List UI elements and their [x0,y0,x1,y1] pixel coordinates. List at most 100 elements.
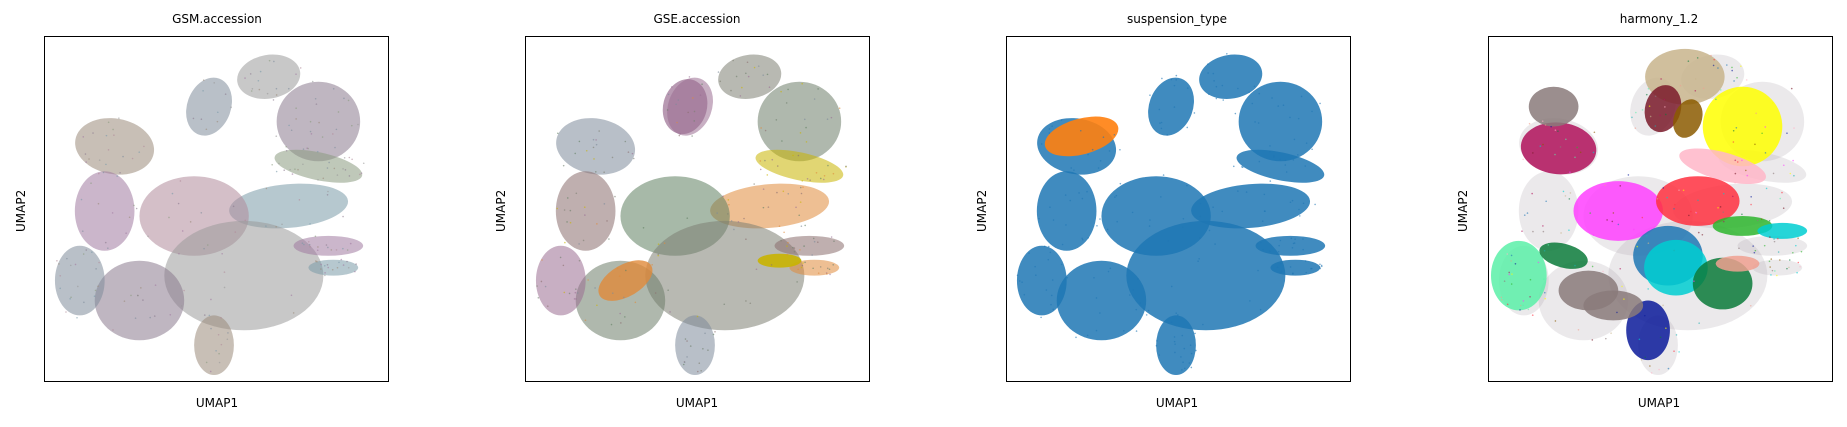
data-point [686,340,688,342]
data-point [317,246,319,248]
data-point [1155,345,1158,347]
data-point [1722,220,1725,223]
data-point [1520,304,1522,307]
data-point [1137,278,1139,280]
data-point [216,111,219,114]
cluster-point-cloud [1236,149,1325,183]
data-point [316,249,319,252]
data-point [107,149,110,151]
cluster-point-cloud [1156,315,1196,376]
data-point [804,224,806,227]
data-point [800,225,803,227]
data-point [342,168,344,170]
data-point [698,362,701,364]
data-point [611,292,614,294]
data-point [210,327,212,330]
data-point [1736,161,1739,163]
data-point [578,259,581,262]
data-point [335,128,338,131]
x-axis-label: UMAP1 [1155,396,1199,410]
data-point [1256,242,1259,245]
data-point [337,111,340,113]
data-point [342,215,344,218]
data-point [1745,169,1747,172]
data-point [336,266,339,269]
data-point [122,155,124,158]
data-point [566,197,569,199]
cluster-point-cloud [1539,242,1588,269]
cluster-point-cloud [1715,255,1760,272]
cluster-point-cloud [229,183,349,229]
data-point [1034,265,1036,268]
data-point [183,289,185,292]
data-point [1234,112,1237,115]
data-point [324,274,326,277]
data-point [1221,84,1224,87]
data-point [1268,150,1271,153]
data-point [275,87,278,90]
cluster-point-cloud [1528,86,1579,127]
data-point [1291,199,1294,202]
data-point [610,323,613,326]
data-point [1119,148,1121,151]
cluster-point-cloud [1036,171,1097,251]
data-point [1673,208,1675,210]
data-point [1741,159,1743,162]
data-point [1277,105,1280,107]
data-point [59,287,62,290]
data-point [275,135,278,138]
data-point [200,118,203,121]
data-point [291,173,294,175]
x-axis-label: UMAP1 [675,396,719,410]
data-point [1591,265,1594,268]
data-point [1659,336,1662,339]
data-point [1302,202,1305,205]
data-point [223,271,226,273]
data-point [1511,273,1513,275]
data-point [302,148,305,150]
data-point [541,259,543,261]
data-point [1736,76,1738,79]
data-point [1750,195,1752,198]
data-point [1693,280,1695,282]
data-point [1048,132,1051,134]
data-point [336,174,339,176]
data-point [733,228,735,231]
data-point [762,206,765,209]
data-point [1047,245,1050,248]
data-point [838,107,841,109]
data-point [362,162,365,165]
data-point [671,86,673,88]
data-point [802,262,804,264]
data-point [1765,187,1768,190]
cluster-point-cloud [1518,171,1579,251]
data-point [1643,314,1646,317]
data-point [1753,251,1756,254]
data-point [330,249,333,251]
data-point [1746,174,1749,177]
data-point [118,117,120,119]
data-point [1627,174,1630,176]
data-point [796,281,798,283]
data-point [815,172,818,174]
data-point [309,245,311,248]
data-point [1776,274,1778,277]
data-point [1047,258,1050,261]
data-point [1269,145,1271,147]
data-point [620,322,622,324]
data-point [1302,238,1304,240]
panel-harmony: harmony_1.2 UMAP2 UMAP1 [1442,0,1847,427]
cluster-point-cloud [94,260,185,341]
data-point [333,167,336,170]
data-point [1060,119,1063,121]
data-point [1186,184,1188,187]
data-point [686,356,688,358]
plot-area [1006,36,1351,382]
data-point [1619,185,1622,187]
data-point [592,146,595,149]
data-point [801,82,803,85]
data-point [1544,124,1547,126]
data-point [676,121,678,124]
cluster-point-cloud [1270,259,1321,276]
data-point [1717,207,1719,209]
